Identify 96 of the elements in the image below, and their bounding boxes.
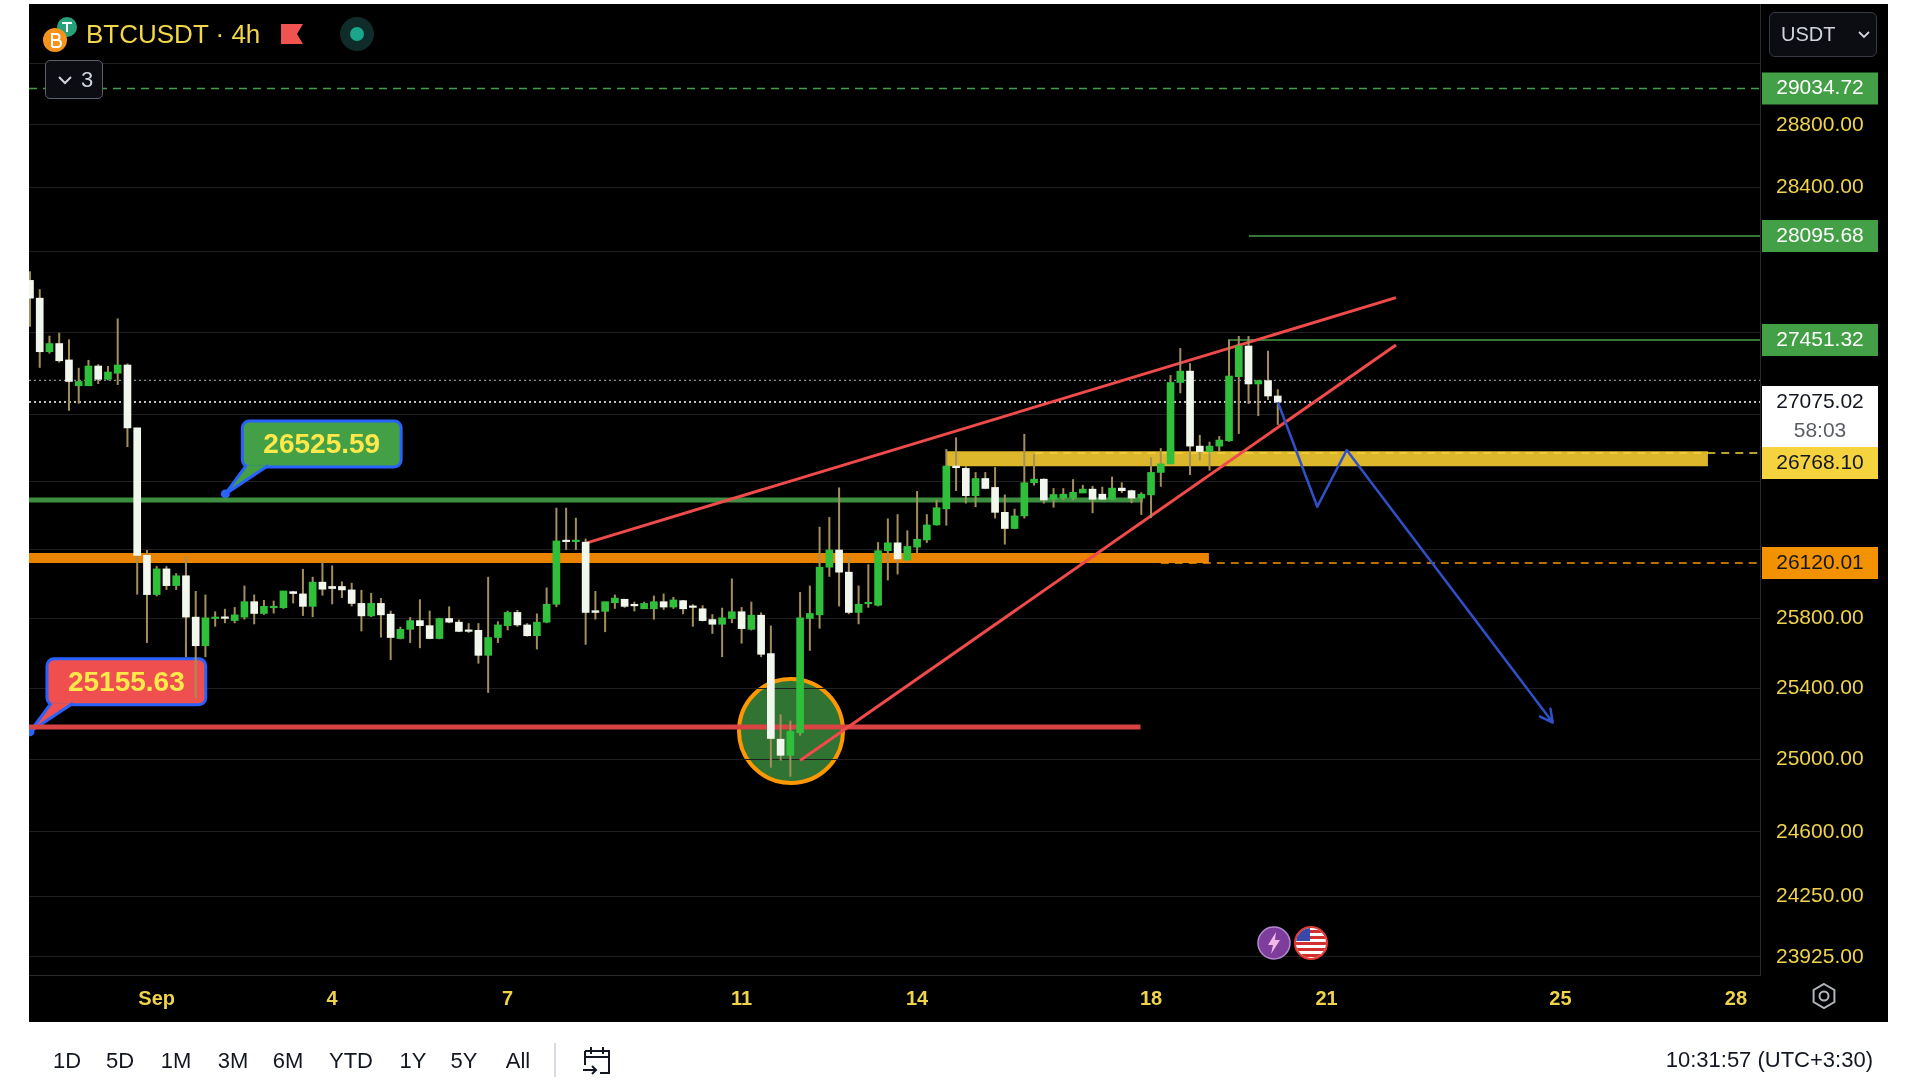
candlestick [1039, 477, 1048, 505]
y-tick-label: 28800.00 [1776, 111, 1864, 135]
candlestick [728, 577, 736, 625]
candlestick [484, 575, 492, 694]
candlestick [84, 358, 93, 387]
data-label: 27075.02 58:03 [1776, 388, 1864, 441]
candlestick [1049, 487, 1058, 509]
candlestick [689, 603, 697, 628]
x-tick-label: 25 [1549, 986, 1572, 1009]
candlestick [357, 588, 366, 633]
y-tick-label: 25000.00 [1776, 746, 1864, 770]
text: All [505, 1048, 531, 1074]
candlestick [747, 600, 756, 632]
candlestick [776, 713, 785, 762]
y-tick-label: 24600.00 [1776, 818, 1864, 842]
candlestick [572, 516, 580, 552]
annotation: 26525.59 [263, 427, 381, 459]
x-tick-label: 21 [1315, 986, 1338, 1009]
candlestick [113, 317, 122, 386]
candlestick [74, 366, 83, 405]
y-tick-label: 25400.00 [1776, 675, 1864, 699]
data-label: 26120.01 [1776, 549, 1864, 573]
candlestick [1000, 493, 1009, 546]
text: 6M [272, 1048, 304, 1074]
text: YTD [329, 1048, 373, 1074]
candlestick [367, 591, 375, 619]
candlestick [1108, 475, 1116, 501]
candlestick [406, 616, 414, 644]
text: 5D [105, 1048, 135, 1074]
candlestick [416, 598, 424, 650]
x-tick-label: 11 [731, 986, 753, 1009]
candlestick [806, 584, 814, 652]
data-label: 28095.68 [1776, 222, 1864, 246]
x-tick-label: 7 [502, 986, 514, 1009]
y-tick-label: 25800.00 [1776, 605, 1864, 629]
candlestick [1137, 491, 1146, 516]
data-label: 27451.32 [1776, 326, 1864, 350]
candlestick [932, 498, 941, 527]
candlestick [533, 612, 541, 651]
candlestick [884, 517, 892, 582]
candlestick [971, 471, 980, 509]
candlestick [494, 620, 502, 644]
x-tick-label: 18 [1139, 986, 1163, 1009]
x-tick-label: Sep [138, 986, 176, 1009]
x-tick-label: 14 [905, 986, 930, 1009]
candlestick [1147, 456, 1155, 520]
candlestick [386, 609, 395, 661]
candlestick [328, 564, 337, 606]
text: 10:31:57 (UTC+3:30) [1665, 1047, 1873, 1073]
candlestick [1176, 347, 1185, 395]
y-tick-label: 24250.00 [1776, 883, 1864, 907]
candlestick [835, 486, 843, 608]
text: 5Y [450, 1048, 478, 1074]
candlestick [591, 589, 600, 621]
candlestick [377, 597, 385, 639]
text: 3M [217, 1048, 249, 1074]
candlestick [825, 516, 834, 578]
candlestick [250, 593, 259, 626]
text: 1M [160, 1048, 192, 1074]
candlestick [1264, 349, 1272, 401]
candlestick [299, 567, 307, 617]
candlestick [601, 600, 609, 634]
candlestick [240, 584, 249, 621]
candlestick [923, 513, 931, 544]
candlestick [425, 609, 434, 641]
candlestick [94, 363, 103, 385]
candlestick [854, 584, 863, 626]
candlestick [650, 594, 658, 621]
text: 1Y [399, 1048, 427, 1074]
candlestick [1069, 478, 1077, 501]
text: 1D [52, 1048, 82, 1074]
x-tick-label: 28 [1724, 986, 1748, 1009]
candlestick [318, 560, 327, 597]
candlestick [718, 606, 726, 659]
annotation: 25155.63 [67, 665, 185, 697]
text: USDT [1781, 23, 1836, 45]
candlestick [347, 581, 356, 608]
candlestick [503, 609, 512, 632]
candlestick [1088, 484, 1097, 515]
data-label: 29034.72 [1776, 75, 1864, 99]
candlestick [65, 338, 73, 412]
candlestick [1254, 379, 1263, 418]
data-label: 26768.10 [1776, 449, 1864, 473]
x-tick-label: 4 [326, 986, 339, 1009]
candlestick [1273, 388, 1282, 426]
text: BTCUSDT · 4h [86, 19, 261, 49]
y-tick-label: 28400.00 [1776, 174, 1864, 198]
candlestick [913, 489, 921, 555]
candlestick [211, 610, 220, 628]
candlestick [903, 529, 912, 563]
y-tick-label: 23925.00 [1776, 943, 1864, 967]
annotation: 3 [81, 67, 94, 92]
candlestick [737, 606, 746, 645]
candlestick [708, 613, 717, 635]
candlestick [55, 331, 64, 364]
candlestick [562, 506, 570, 552]
